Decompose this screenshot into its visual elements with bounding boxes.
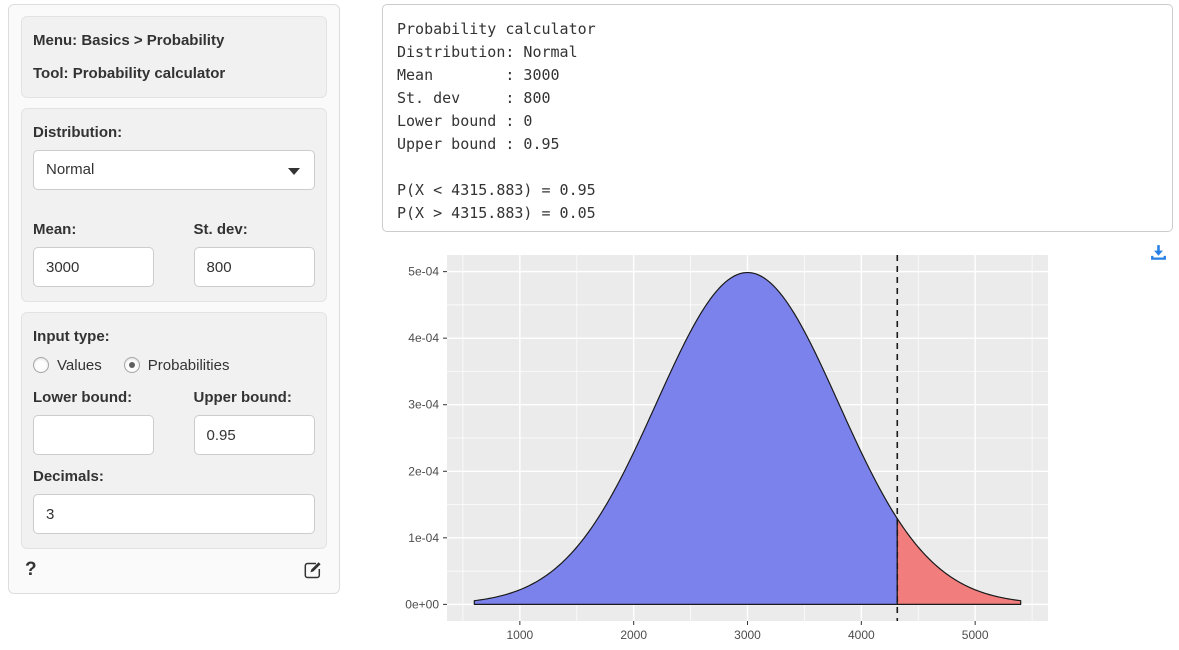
radio-probabilities-label: Probabilities bbox=[147, 356, 230, 374]
svg-text:1e-04: 1e-04 bbox=[408, 531, 439, 545]
download-icon bbox=[1151, 245, 1166, 260]
distribution-select[interactable]: Normal bbox=[33, 150, 315, 190]
probability-plot: 0e+00 1e-04 2e-04 3e-04 4e-04 5e-04 1000 2000 30… bbox=[405, 255, 1048, 642]
help-button[interactable]: ? bbox=[25, 559, 37, 580]
svg-text:5000: 5000 bbox=[962, 628, 989, 642]
svg-text:2e-04: 2e-04 bbox=[408, 464, 439, 478]
mean-input[interactable] bbox=[33, 247, 154, 287]
svg-text:0e+00: 0e+00 bbox=[405, 597, 439, 611]
svg-text:3e-04: 3e-04 bbox=[408, 398, 439, 412]
radio-values[interactable]: Values bbox=[33, 357, 102, 374]
decimals-label: Decimals: bbox=[33, 468, 104, 485]
svg-text:4e-04: 4e-04 bbox=[408, 331, 439, 345]
summary-panel: Menu: Basics > Probability Tool: Probabi… bbox=[21, 16, 327, 98]
stdev-label: St. dev: bbox=[193, 221, 248, 238]
lower-bound-label: Lower bound: bbox=[33, 389, 133, 406]
svg-text:2000: 2000 bbox=[620, 628, 647, 642]
upper-bound-label: Upper bound: bbox=[193, 389, 292, 406]
svg-text:1000: 1000 bbox=[506, 628, 533, 642]
edit-button[interactable] bbox=[302, 560, 323, 581]
decimals-input[interactable] bbox=[33, 494, 315, 534]
distribution-label: Distribution: bbox=[33, 124, 123, 141]
sidebar: Menu: Basics > Probability Tool: Probabi… bbox=[8, 4, 340, 594]
output-panel: Probability calculator Distribution: Nor… bbox=[382, 4, 1173, 232]
svg-text:4000: 4000 bbox=[848, 628, 875, 642]
edit-icon bbox=[304, 561, 321, 578]
download-button[interactable] bbox=[1150, 244, 1167, 261]
upper-bound-input[interactable] bbox=[193, 415, 315, 455]
stdev-input[interactable] bbox=[193, 247, 315, 287]
radio-values-label: Values bbox=[57, 356, 102, 374]
dropdown-caret-icon bbox=[288, 168, 300, 175]
lower-bound-input[interactable] bbox=[33, 415, 154, 455]
input-type-label: Input type: bbox=[33, 328, 110, 345]
plot-panel: 0e+00 1e-04 2e-04 3e-04 4e-04 5e-04 1000 2000 30… bbox=[382, 236, 1173, 650]
svg-text:5e-04: 5e-04 bbox=[408, 265, 439, 279]
selected-distribution: Normal bbox=[46, 161, 95, 178]
distribution-panel: Distribution: Normal Mean: St. dev: bbox=[21, 108, 327, 302]
mean-label: Mean: bbox=[33, 221, 77, 238]
svg-text:3000: 3000 bbox=[734, 628, 761, 642]
radio-unchecked-icon bbox=[33, 357, 49, 373]
output-text: Probability calculator Distribution: Nor… bbox=[397, 20, 596, 222]
menu-breadcrumb: Menu: Basics > Probability bbox=[33, 32, 225, 49]
radio-probabilities[interactable]: Probabilities bbox=[123, 356, 230, 374]
tool-title: Tool: Probability calculator bbox=[33, 65, 226, 82]
input-type-panel: Input type: Values Probabilities Lower b… bbox=[21, 312, 327, 549]
radio-checked-icon bbox=[123, 357, 140, 373]
